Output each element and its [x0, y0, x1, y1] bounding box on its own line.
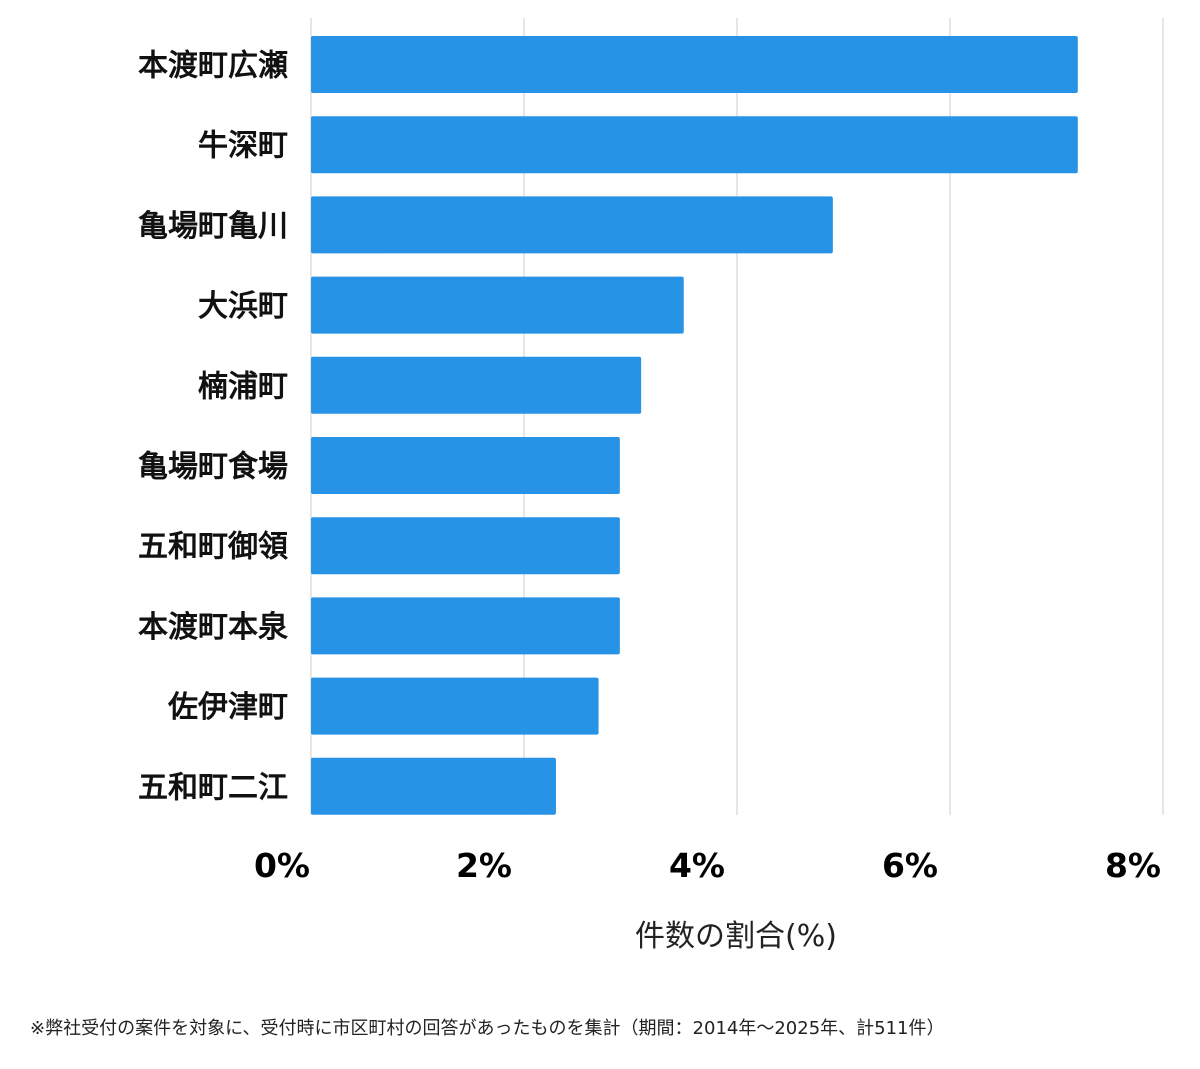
- bar: [311, 437, 620, 494]
- x-tick-label: 0%: [254, 846, 310, 885]
- bar: [311, 677, 599, 735]
- category-label: 本渡町広瀬: [138, 49, 288, 84]
- bar: [311, 757, 556, 815]
- category-label: 亀場町亀川: [138, 209, 288, 244]
- x-tick-label: 2%: [456, 846, 512, 885]
- bar: [311, 36, 1078, 93]
- bar: [311, 517, 620, 575]
- category-label: 五和町御領: [138, 530, 288, 565]
- bars: [311, 36, 1078, 815]
- category-label: 楠浦町: [198, 369, 288, 404]
- footnote: ※弊社受付の案件を対象に、受付時に市区町村の回答があったものを集計（期間：201…: [30, 1018, 945, 1039]
- category-labels: 本渡町広瀬牛深町亀場町亀川大浜町楠浦町亀場町食場五和町御領本渡町本泉佐伊津町五和…: [138, 49, 288, 806]
- bar: [311, 356, 642, 414]
- bar: [311, 116, 1078, 174]
- bar-chart: 本渡町広瀬牛深町亀場町亀川大浜町楠浦町亀場町食場五和町御領本渡町本泉佐伊津町五和…: [138, 18, 1164, 954]
- category-label: 牛深町: [198, 129, 288, 164]
- category-label: 五和町二江: [138, 770, 288, 805]
- x-tick-labels: 0% 2% 4% 6% 8%: [254, 846, 1161, 885]
- category-label: 大浜町: [198, 289, 288, 324]
- bar: [311, 276, 684, 334]
- bar: [311, 196, 833, 254]
- x-tick-label: 4%: [669, 846, 725, 885]
- category-label: 亀場町食場: [138, 450, 288, 485]
- x-tick-label: 8%: [1105, 846, 1161, 885]
- category-label: 佐伊津町: [167, 690, 288, 725]
- category-label: 本渡町本泉: [138, 610, 288, 645]
- bar: [311, 597, 620, 655]
- x-axis-title: 件数の割合(%): [635, 919, 837, 954]
- x-tick-label: 6%: [882, 846, 938, 885]
